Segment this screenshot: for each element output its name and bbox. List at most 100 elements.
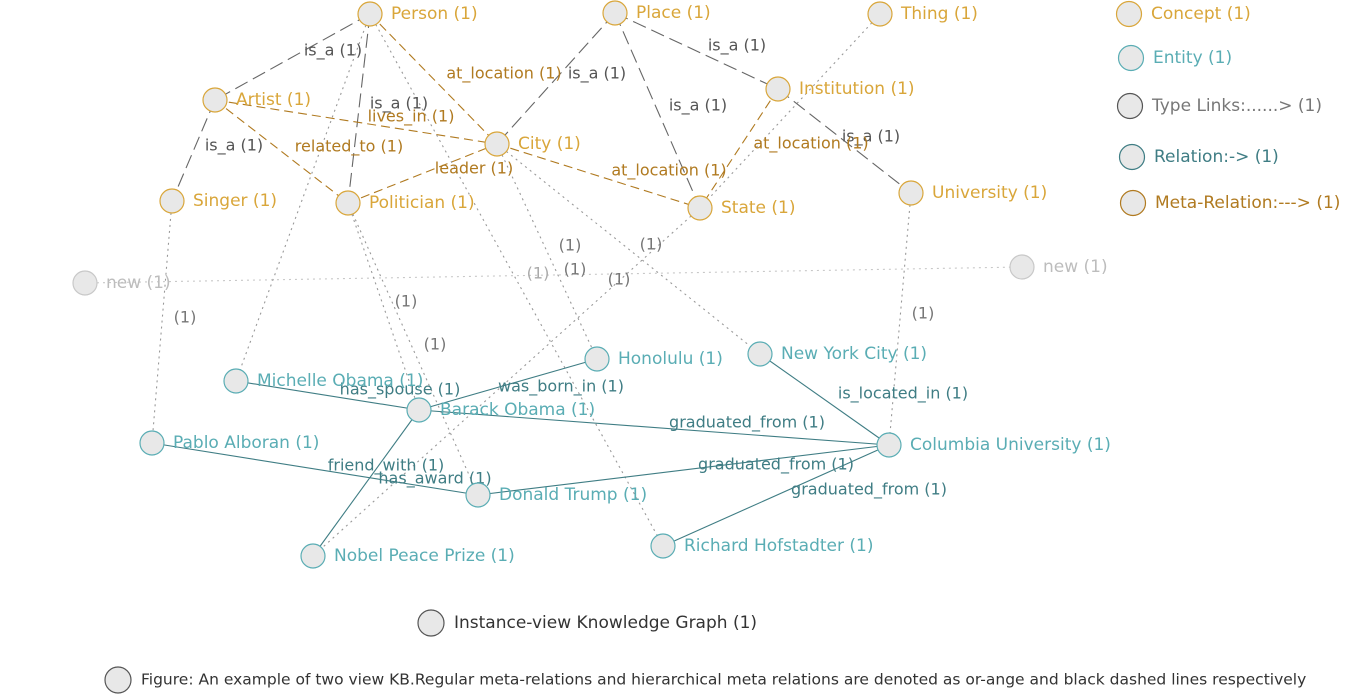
legend-swatch-relation xyxy=(1118,143,1146,171)
legend-label-relation: Relation:-> (1) xyxy=(1154,147,1279,167)
edge-label-trump-columbia: graduated_from (1) xyxy=(698,455,854,475)
node-circle-person[interactable] xyxy=(357,1,383,27)
node-new_left[interactable]: new (1) xyxy=(72,270,171,296)
node-label-barack: Barack Obama (1) xyxy=(440,400,595,420)
legend-item-type[interactable]: Type Links:......> (1) xyxy=(1116,92,1323,120)
node-circle-hofstadter[interactable] xyxy=(650,533,676,559)
node-honolulu[interactable]: Honolulu (1) xyxy=(584,346,723,372)
legend-item-meta[interactable]: Meta-Relation:---> (1) xyxy=(1119,189,1341,217)
edge-institution-university xyxy=(777,88,912,194)
node-circle-thing[interactable] xyxy=(867,1,893,27)
edge-label-institution-university: is_a (1) xyxy=(842,127,900,147)
edge-label-city-honolulu: (1) xyxy=(559,236,582,255)
edge-thing-state xyxy=(699,13,881,209)
legend-swatch-entity xyxy=(1117,44,1145,72)
node-place[interactable]: Place (1) xyxy=(602,0,711,26)
edges-layer xyxy=(84,12,1023,557)
node-label-nobel: Nobel Peace Prize (1) xyxy=(334,546,515,566)
edge-label-singer-pablo: (1) xyxy=(174,308,197,327)
legend-item-relation[interactable]: Relation:-> (1) xyxy=(1118,143,1279,171)
node-institution[interactable]: Institution (1) xyxy=(765,76,915,102)
edge-singer-pablo xyxy=(151,200,173,444)
edge-trump-columbia xyxy=(477,444,890,496)
node-new_right[interactable]: new (1) xyxy=(1009,254,1108,280)
node-circle-artist[interactable] xyxy=(202,87,228,113)
node-singer[interactable]: Singer (1) xyxy=(159,188,277,214)
node-circle-politician[interactable] xyxy=(335,190,361,216)
edge-artist-politician xyxy=(214,99,349,204)
edge-label-politician-trump: (1) xyxy=(424,335,447,354)
node-circle-barack[interactable] xyxy=(406,397,432,423)
node-hofstadter[interactable]: Richard Hofstadter (1) xyxy=(650,533,873,559)
node-thing[interactable]: Thing (1) xyxy=(867,1,978,27)
figure-caption[interactable]: Figure: An example of two view KB.Regula… xyxy=(104,666,1306,694)
edge-place-institution xyxy=(614,12,779,90)
edge-politician-barack xyxy=(347,202,420,411)
node-label-place: Place (1) xyxy=(636,3,711,23)
node-michelle[interactable]: Michelle Obama (1) xyxy=(223,368,423,394)
node-label-artist: Artist (1) xyxy=(236,90,311,110)
node-barack[interactable]: Barack Obama (1) xyxy=(406,397,595,423)
figure-caption-text: Figure: An example of two view KB.Regula… xyxy=(141,671,1306,689)
legend-item-concept[interactable]: Concept (1) xyxy=(1115,0,1251,28)
node-artist[interactable]: Artist (1) xyxy=(202,87,311,113)
node-circle-place[interactable] xyxy=(602,0,628,26)
node-state[interactable]: State (1) xyxy=(687,195,795,221)
edge-place-state xyxy=(614,12,701,209)
edge-label-politician-barack: (1) xyxy=(395,292,418,311)
edge-label-state-nobel: (1) xyxy=(640,235,663,254)
node-pablo[interactable]: Pablo Alboran (1) xyxy=(139,430,319,456)
node-circle-columbia[interactable] xyxy=(876,432,902,458)
node-circle-nyc[interactable] xyxy=(747,341,773,367)
edge-label-city-nyc: (1) xyxy=(564,260,587,279)
edge-label-city-state: at_location (1) xyxy=(611,161,726,181)
node-columbia[interactable]: Columbia University (1) xyxy=(876,432,1111,458)
edge-state-nobel xyxy=(312,207,701,557)
nodes-layer: Person (1) Place (1) Thing (1) Artist (1) In… xyxy=(72,0,1111,569)
instance-view-caption-circle xyxy=(417,609,445,637)
edge-label-artist-city: lives_in (1) xyxy=(368,107,455,127)
node-label-thing: Thing (1) xyxy=(900,4,978,24)
edge-label-place-city: is_a (1) xyxy=(568,64,626,84)
legend-item-entity[interactable]: Entity (1) xyxy=(1117,44,1233,72)
node-trump[interactable]: Donald Trump (1) xyxy=(465,482,647,508)
node-circle-state[interactable] xyxy=(687,195,713,221)
edge-politician-trump xyxy=(347,202,479,496)
node-city[interactable]: City (1) xyxy=(484,131,581,157)
edge-barack-nobel xyxy=(312,409,420,557)
node-circle-trump[interactable] xyxy=(465,482,491,508)
node-circle-pablo[interactable] xyxy=(139,430,165,456)
node-circle-institution[interactable] xyxy=(765,76,791,102)
edge-labels-layer: is_a (1) is_a (1) is_a (1) is_a (1) is_a (1)… xyxy=(174,36,968,500)
node-circle-nobel[interactable] xyxy=(300,543,326,569)
edge-label-person-politician: is_a (1) xyxy=(370,94,428,114)
edge-label-university-columbia: (1) xyxy=(912,304,935,323)
edge-label-artist-politician: related_to (1) xyxy=(295,137,403,157)
node-university[interactable]: University (1) xyxy=(898,180,1047,206)
edge-university-columbia xyxy=(888,192,912,446)
node-nyc[interactable]: New York City (1) xyxy=(747,341,927,367)
node-politician[interactable]: Politician (1) xyxy=(335,190,475,216)
legend-swatch-concept xyxy=(1115,0,1143,28)
edge-institution-state xyxy=(699,88,779,209)
node-circle-honolulu[interactable] xyxy=(584,346,610,372)
legend: Concept (1) Entity (1) Type Links:......> … xyxy=(1115,0,1341,217)
instance-view-caption[interactable]: Instance-view Knowledge Graph (1) xyxy=(417,609,757,637)
legend-swatch-meta xyxy=(1119,189,1147,217)
edge-label-pablo-trump: friend_with (1) xyxy=(328,456,445,476)
edge-hofstadter-columbia xyxy=(662,444,890,547)
node-label-singer: Singer (1) xyxy=(193,191,277,211)
node-circle-singer[interactable] xyxy=(159,188,185,214)
node-circle-new_left[interactable] xyxy=(72,270,98,296)
node-circle-new_right[interactable] xyxy=(1009,254,1035,280)
node-circle-michelle[interactable] xyxy=(223,368,249,394)
node-circle-university[interactable] xyxy=(898,180,924,206)
node-person[interactable]: Person (1) xyxy=(357,1,478,27)
edge-person-politician xyxy=(347,13,371,204)
node-label-city: City (1) xyxy=(518,134,581,154)
edge-nyc-columbia xyxy=(759,353,890,446)
node-nobel[interactable]: Nobel Peace Prize (1) xyxy=(300,543,515,569)
node-circle-city[interactable] xyxy=(484,131,510,157)
instance-view-caption-text: Instance-view Knowledge Graph (1) xyxy=(454,613,757,633)
edge-person-artist xyxy=(214,13,371,101)
